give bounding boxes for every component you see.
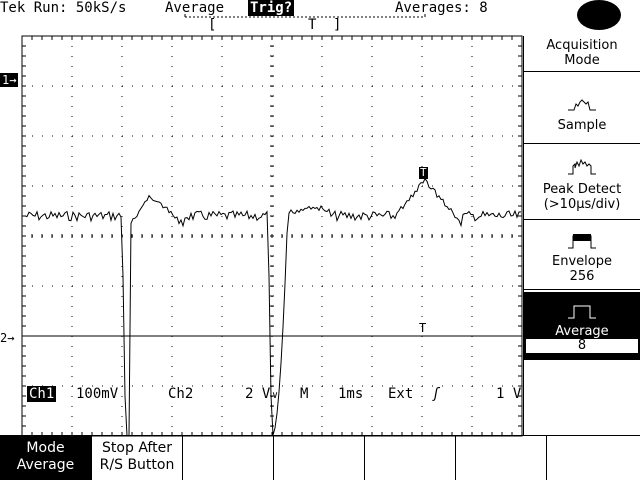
ch2-ground-marker: 2→: [0, 331, 15, 345]
ch1-ground-marker: 1→: [0, 73, 19, 87]
average-sub: 8: [577, 338, 587, 353]
bottom-button-mode-line1: Mode: [26, 440, 65, 456]
sample-label: Sample: [557, 118, 607, 133]
record-bracket-right: ]: [333, 17, 342, 33]
record-bracket-left: [: [208, 17, 217, 33]
trigger-status: Trig?: [248, 0, 295, 16]
side-button-sample[interactable]: Sample: [524, 76, 640, 144]
ch2-scale: 2 V: [245, 386, 271, 402]
average-count-field: 8: [526, 339, 638, 355]
envelope-label: Envelope: [552, 254, 612, 269]
envelope-icon: [568, 234, 596, 249]
grid: [21, 35, 523, 437]
bottom-button-mode[interactable]: Mode Average: [0, 436, 91, 480]
averages-count: Averages: 8: [395, 0, 488, 16]
timebase-label: M: [300, 386, 309, 402]
average-mode-icon: [568, 305, 596, 319]
bottom-menu-divider: [0, 435, 640, 436]
ch2-label: Ch2: [168, 386, 194, 402]
peak-detect-label: Peak Detect: [542, 182, 622, 197]
average-label: Average: [555, 324, 609, 339]
bottom-button-mode-line2: Average: [16, 457, 75, 473]
side-menu-title-line1: Acquisition: [546, 38, 618, 53]
record-view: [184, 14, 426, 18]
bottom-button-stop-after-line1: Stop After: [102, 440, 172, 456]
run-status: Tek Run: 50kS/s: [0, 0, 127, 16]
side-button-peak-detect[interactable]: Peak Detect (>10µs/div): [524, 148, 640, 220]
peak-detect-sub: (>10µs/div): [543, 197, 621, 212]
trigger-level: 1 V: [496, 386, 522, 402]
trigger-level-marker: T: [419, 321, 427, 335]
ch1-label: Ch1: [27, 386, 57, 402]
timebase-scale: 1ms: [338, 386, 364, 402]
side-menu-title-line2: Mode: [564, 53, 600, 68]
trigger-slope-icon: ʃ: [432, 386, 441, 402]
side-menu: [523, 36, 640, 436]
sample-mode-icon: [568, 99, 596, 111]
bottom-button-stop-after-line2: R/S Button: [99, 457, 175, 473]
bottom-button-stop-after[interactable]: Stop After R/S Button: [91, 436, 182, 480]
bottom-button-7[interactable]: [546, 436, 640, 480]
side-menu-title: Acquisition Mode: [524, 38, 640, 72]
trigger-source: Ext: [388, 386, 414, 402]
record-trigger-marker: T: [308, 17, 317, 33]
envelope-sub: 256: [569, 269, 595, 284]
bottom-button-5[interactable]: [364, 436, 455, 480]
peak-detect-icon: [568, 158, 596, 175]
bottom-button-3[interactable]: [182, 436, 273, 480]
waveform-trigger-point-marker: T: [419, 166, 428, 179]
bottom-button-6[interactable]: [455, 436, 546, 480]
status-indicator-icon: [577, 0, 621, 30]
side-button-average[interactable]: Average 8: [524, 292, 640, 360]
acquisition-mode-readout: Average: [165, 0, 225, 16]
ch1-scale: 100mV: [76, 386, 119, 402]
bottom-button-4[interactable]: [273, 436, 364, 480]
side-button-envelope[interactable]: Envelope 256: [524, 224, 640, 290]
ch2-coupling-icon: ∨: [272, 390, 279, 401]
